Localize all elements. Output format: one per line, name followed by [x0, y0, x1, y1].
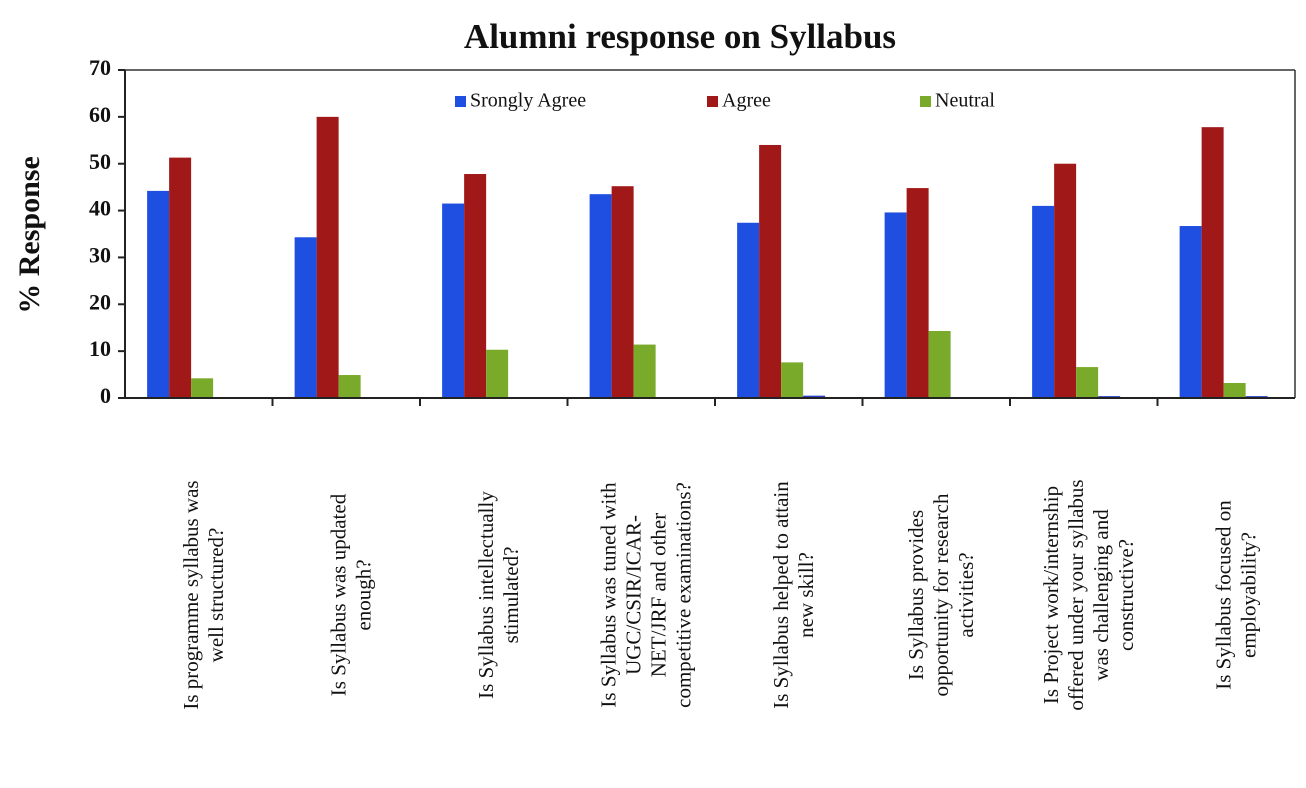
y-tick-label: 0 [100, 383, 111, 408]
bar [191, 378, 214, 398]
x-tick-label: new skill? [794, 552, 818, 638]
bar [1223, 383, 1246, 398]
y-tick-label: 60 [89, 102, 111, 127]
bar [486, 349, 509, 398]
bar [611, 186, 634, 398]
bar [803, 395, 826, 398]
y-tick-label: 40 [89, 196, 111, 221]
x-tick-label: competitive examinations? [672, 482, 696, 708]
y-axis-label: % Response [13, 156, 46, 314]
legend-swatch [920, 96, 931, 107]
x-tick-label: opportunity for research [929, 493, 953, 696]
bar [906, 188, 929, 398]
x-tick-label: Is Syllabus was updated [327, 493, 351, 696]
legend-label: Srongly Agree [470, 90, 586, 112]
x-tick-label: Is Syllabus was tuned with [597, 482, 621, 708]
x-tick-label: Is Syllabus focused on [1212, 500, 1236, 690]
legend-swatch [707, 96, 718, 107]
x-tick-label: Is Syllabus intellectually [474, 491, 498, 699]
bar [884, 212, 907, 398]
y-tick-label: 30 [89, 242, 111, 267]
x-tick-label: stimulated? [499, 547, 523, 644]
bar [737, 222, 760, 398]
y-tick-label: 10 [89, 336, 111, 361]
x-tick-label: offered under your syllabus [1064, 479, 1088, 710]
bar [442, 203, 465, 398]
x-tick-label: was challenging and [1089, 509, 1113, 681]
bar [928, 330, 951, 398]
y-tick-label: 70 [89, 55, 111, 80]
legend-label: Neutral [935, 90, 995, 112]
legend-swatch [455, 96, 466, 107]
bar [1054, 163, 1077, 398]
bar [1201, 127, 1224, 398]
x-tick-label: UGC/CSIR/ICAR- [622, 515, 646, 675]
bar [316, 116, 339, 398]
bar [338, 375, 361, 398]
y-tick-label: 20 [89, 289, 111, 314]
bar [294, 237, 317, 398]
x-tick-label: activities? [954, 552, 978, 637]
x-tick-label: NET/JRF and other [647, 513, 671, 677]
bar [147, 190, 170, 398]
bar [169, 157, 192, 398]
x-tick-label: Is programme syllabus was [179, 480, 203, 709]
x-tick-label: Is Syllabus provides [904, 510, 928, 680]
bar [589, 194, 612, 398]
bar [1032, 205, 1055, 398]
bar [633, 344, 656, 398]
bar [1076, 367, 1099, 398]
bar [464, 174, 487, 398]
legend-label: Agree [722, 90, 771, 112]
y-tick-label: 50 [89, 149, 111, 174]
bar [759, 144, 782, 398]
x-tick-label: employability? [1237, 532, 1261, 658]
x-tick-label: Is Syllabus helped to attain [769, 481, 793, 709]
x-tick-label: constructive? [1114, 539, 1138, 651]
x-tick-label: Is Project work/internship [1039, 486, 1063, 704]
bar [1179, 226, 1202, 398]
x-tick-label: enough? [352, 559, 376, 630]
bar [781, 362, 804, 398]
x-tick-label: well structured? [204, 528, 228, 663]
chart-title: Alumni response on Syllabus [464, 17, 896, 56]
